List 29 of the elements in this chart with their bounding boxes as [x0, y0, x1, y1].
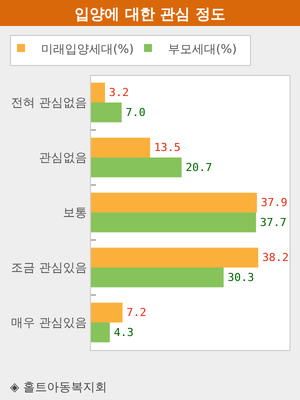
- data-label: 37.9: [260, 196, 288, 210]
- bar: [91, 158, 182, 178]
- bar: [91, 322, 110, 342]
- bar: [91, 138, 150, 158]
- y-tick-label: 매우 관심있음: [11, 316, 87, 330]
- text: ◈ 홀트아동복지회: [10, 380, 108, 394]
- data-label: 3.2: [109, 86, 129, 100]
- data-label: 38.2: [262, 251, 289, 264]
- data-label: 37.7: [260, 216, 287, 229]
- data-label: 30.3: [228, 270, 254, 284]
- legend-label: 부모세대(%): [168, 42, 237, 56]
- bar: [91, 248, 258, 268]
- legend-label: 미래입양세대(%): [41, 42, 134, 56]
- bar: [91, 302, 123, 322]
- chart-title: 입양에 대한 관심 정도: [74, 5, 226, 23]
- bar: [91, 82, 106, 102]
- data-label: 7.0: [126, 106, 146, 119]
- data-label: 13.5: [154, 141, 181, 154]
- data-label: 20.7: [186, 160, 212, 174]
- bar: [91, 268, 224, 288]
- y-tick-label: 전혀 관심없음: [11, 96, 87, 110]
- bar: [91, 192, 257, 212]
- bar: [91, 212, 256, 232]
- data-label: 7.2: [126, 306, 146, 320]
- bar: [91, 102, 122, 122]
- y-tick-label: 보통: [63, 206, 87, 220]
- data-label: 4.3: [114, 326, 134, 339]
- y-tick-label: 조금 관심있음: [11, 260, 87, 274]
- y-tick-label: 관심없음: [39, 150, 87, 164]
